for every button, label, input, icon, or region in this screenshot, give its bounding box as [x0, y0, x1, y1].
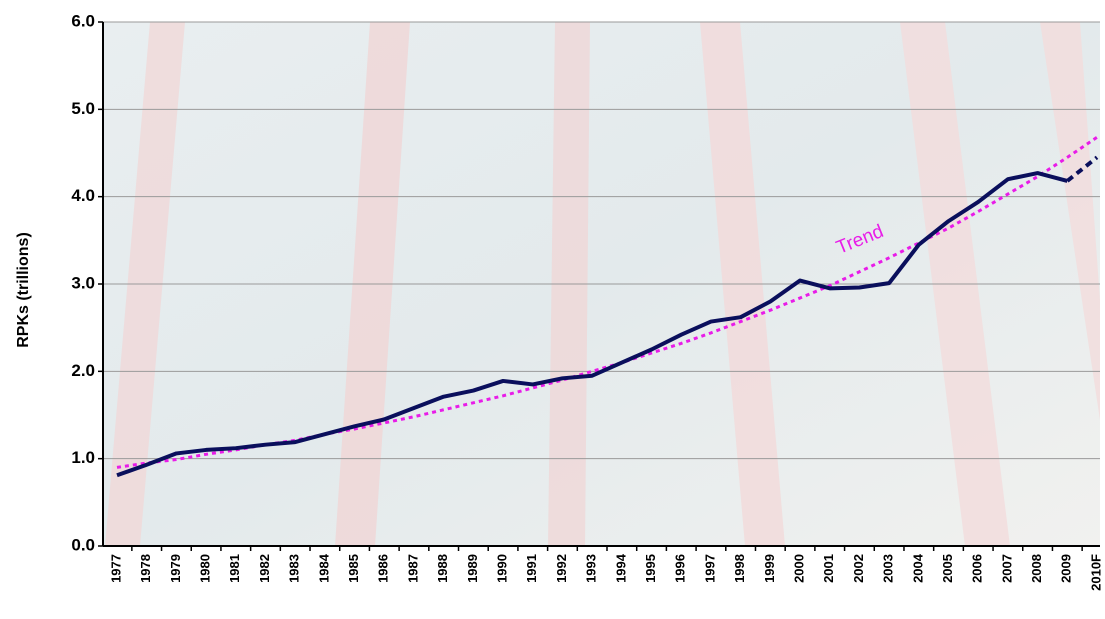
x-tick-label: 1978: [138, 554, 153, 583]
x-tick-label: 1988: [435, 554, 450, 583]
x-tick-label: 2005: [940, 554, 955, 583]
x-tick-label: 1983: [287, 554, 302, 583]
y-tick-label: 4.0: [71, 186, 95, 205]
x-tick-label: 1999: [762, 554, 777, 583]
chart: RPKs (trillions) 0.0 1.0 2.0 3.0 4.0 5.0 6.0 19…: [0, 0, 1105, 619]
x-tick-label: 2002: [851, 554, 866, 583]
x-tick-label: 1992: [554, 554, 569, 583]
x-tick-label: 1980: [198, 554, 213, 583]
y-axis-label: RPKs (trillions): [15, 232, 32, 348]
y-tick-label: 5.0: [71, 99, 95, 118]
x-tick-label: 2001: [821, 554, 836, 583]
x-tick-label: 1994: [613, 553, 628, 583]
x-tick-label: 1979: [168, 554, 183, 583]
y-tick-label: 6.0: [71, 11, 95, 30]
x-tick-label: 1984: [316, 553, 331, 583]
x-tick-label: 1986: [376, 554, 391, 583]
x-tick-label: 2006: [970, 554, 985, 583]
x-tick-label: 1990: [494, 554, 509, 583]
y-tick-label: 2.0: [71, 361, 95, 380]
x-tick-label: 1981: [227, 554, 242, 583]
x-tick-label: 2009: [1059, 554, 1074, 583]
x-tick-label: 1991: [524, 554, 539, 583]
x-tick-label: 1998: [732, 554, 747, 583]
x-tick-label: 1987: [405, 554, 420, 583]
x-tick-label: 1996: [673, 554, 688, 583]
x-tick-label: 2008: [1029, 554, 1044, 583]
x-tick-label: 1989: [465, 554, 480, 583]
y-tick-label: 0.0: [71, 535, 95, 554]
x-tick-label: 2003: [881, 554, 896, 583]
x-tick-label: 1977: [108, 554, 123, 583]
y-tick-label: 3.0: [71, 273, 95, 292]
x-tick-label: 2000: [791, 554, 806, 583]
x-tick-label: 1997: [702, 554, 717, 583]
x-tick-label: 1982: [257, 554, 272, 583]
x-tick-label: 2010F: [1088, 554, 1103, 591]
x-tick-label: 2007: [999, 554, 1014, 583]
y-tick-label: 1.0: [71, 448, 95, 467]
x-tick-label: 1993: [584, 554, 599, 583]
x-tick-label: 2004: [910, 553, 925, 583]
x-tick-label: 1985: [346, 554, 361, 583]
x-tick-label: 1995: [643, 554, 658, 583]
